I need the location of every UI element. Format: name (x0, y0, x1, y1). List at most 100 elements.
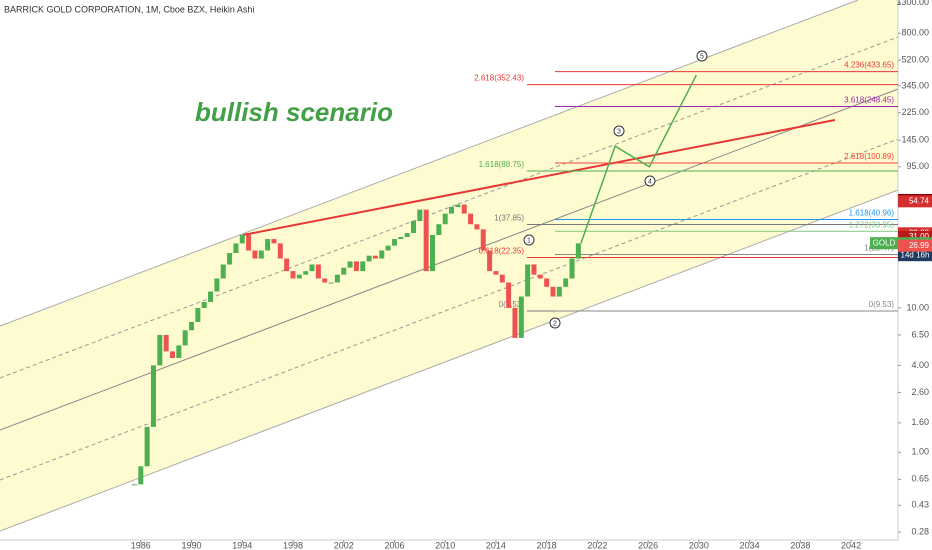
wave-marker (613, 125, 625, 137)
x-tick-label: 1986 (131, 540, 151, 550)
candle (468, 213, 474, 225)
candle (461, 204, 467, 214)
candle (227, 253, 233, 265)
candle (487, 250, 493, 272)
candle (334, 274, 340, 283)
candle (277, 243, 283, 259)
wave-label: 1 (527, 237, 531, 244)
candle (474, 224, 480, 230)
x-tick-label: 2022 (587, 540, 607, 550)
candle (550, 286, 556, 297)
candle (512, 307, 518, 338)
x-tick-label: 2034 (740, 540, 760, 550)
annotation: bullish scenario (195, 97, 393, 127)
candle (531, 264, 537, 275)
candle (131, 484, 137, 486)
candle (252, 250, 258, 259)
channel-fill (0, 0, 898, 531)
y-tick-label: 0.65 (911, 474, 929, 484)
fib-label: 1(37.85) (494, 214, 524, 223)
candle (391, 239, 397, 246)
candle (265, 239, 271, 251)
price-badge-label: 26.99 (909, 241, 930, 250)
candle (220, 264, 226, 279)
candle (201, 301, 207, 308)
y-tick-label: 145.00 (901, 135, 929, 145)
candle (423, 209, 429, 272)
projection-line (580, 74, 697, 244)
y-tick-label: 345.00 (901, 80, 929, 90)
candle (575, 243, 581, 259)
candle (239, 235, 245, 244)
candle (353, 261, 359, 272)
y-tick-label: 4.00 (911, 360, 929, 370)
candle (138, 466, 144, 485)
candle (315, 264, 321, 279)
candle (563, 278, 569, 287)
candle (480, 229, 486, 251)
price-badge-label: 54.74 (909, 196, 930, 205)
y-tick-label: 10.00 (906, 302, 929, 312)
price-badge (898, 239, 932, 252)
price-badge-label: 31.00 (909, 232, 930, 241)
candle (214, 278, 220, 292)
x-tick-label: 2002 (334, 540, 354, 550)
candle (372, 255, 378, 259)
x-tick-label: 2038 (790, 540, 810, 550)
countdown-badge (898, 249, 932, 262)
candle (569, 258, 575, 279)
wave-label: 3 (617, 128, 621, 135)
x-tick-label: 2042 (841, 540, 861, 550)
candle (417, 209, 423, 222)
candle (499, 274, 505, 283)
y-tick-label: 1.60 (911, 417, 929, 427)
wave-marker (644, 175, 656, 187)
candle (182, 330, 188, 346)
y-tick-label: 2.60 (911, 387, 929, 397)
x-tick-label: 1990 (182, 540, 202, 550)
price-axis (898, 0, 932, 550)
candle (284, 258, 290, 272)
candle (410, 221, 416, 234)
wave-marker (696, 50, 708, 62)
candle (258, 250, 264, 259)
candle (189, 321, 195, 331)
candle (303, 271, 309, 275)
fib-label: 0(9.53) (499, 300, 525, 309)
candle (169, 351, 175, 359)
y-tick-label: 6.50 (911, 329, 929, 339)
candle (347, 261, 353, 268)
candle (449, 207, 455, 214)
y-tick-label: 1.00 (911, 447, 929, 457)
candle (233, 243, 239, 254)
candle (430, 235, 436, 272)
countdown-label: 14d 16h (901, 250, 930, 259)
candle (328, 282, 334, 284)
candle (525, 264, 531, 297)
symbol-badge (870, 237, 898, 250)
candle (379, 250, 385, 259)
candle (208, 291, 214, 302)
candle (436, 224, 442, 236)
channel-line (0, 88, 899, 431)
fib-label: 0(9.53) (869, 300, 895, 309)
candle (537, 274, 543, 279)
fib-label: 2.618(352.43) (474, 74, 524, 83)
fib-label: 2.618(100.89) (844, 152, 894, 161)
candle (150, 365, 156, 427)
candle (341, 267, 347, 275)
candle (246, 235, 252, 251)
wave-label: 4 (648, 178, 652, 185)
candle (309, 264, 315, 272)
candle (290, 271, 296, 279)
y-tick-label: 95.00 (906, 161, 929, 171)
channel-line (0, 0, 859, 327)
symbol-label: GOLD (873, 238, 896, 247)
chart-title: BARRICK GOLD CORPORATION, 1M, Cboe BZX, … (4, 4, 254, 14)
candle (556, 286, 562, 297)
fib-label: 0.618(22.35) (479, 247, 525, 256)
trend-line (242, 119, 836, 236)
axis-labels: 1300.00 800.00 520.00 345.00 225.00 145.00 95.… (131, 0, 929, 550)
candle (157, 334, 163, 366)
y-tick-label: 800.00 (901, 28, 929, 38)
